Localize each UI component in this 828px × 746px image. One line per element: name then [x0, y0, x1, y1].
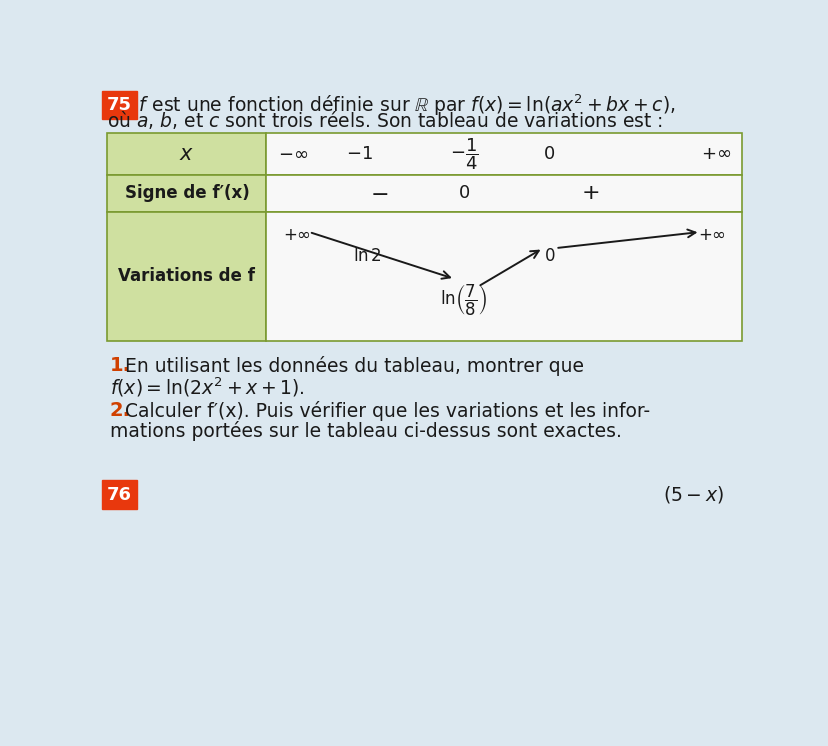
Text: où $a$, $b$, et $c$ sont trois réels. Son tableau de variations est :: où $a$, $b$, et $c$ sont trois réels. So… — [108, 110, 662, 131]
Bar — [104, 479, 745, 521]
Text: $f(x) = \ln(2x^2+x+1).$: $f(x) = \ln(2x^2+x+1).$ — [109, 376, 304, 399]
Bar — [104, 345, 745, 521]
Text: 2.: 2. — [109, 401, 131, 419]
Bar — [108, 133, 266, 175]
Text: $-1$: $-1$ — [345, 145, 373, 163]
Text: $-\infty$: $-\infty$ — [278, 145, 308, 163]
Bar — [266, 133, 741, 175]
Text: $-$: $-$ — [369, 184, 388, 204]
Text: $\ln\!\left(\dfrac{7}{8}\right)$: $\ln\!\left(\dfrac{7}{8}\right)$ — [440, 283, 487, 318]
Text: $x$: $x$ — [179, 144, 195, 164]
Text: $+\infty$: $+\infty$ — [697, 226, 725, 244]
Text: $0$: $0$ — [543, 247, 554, 265]
Text: $\ln 2$: $\ln 2$ — [352, 247, 381, 265]
Text: $0$: $0$ — [457, 184, 469, 202]
Bar — [108, 175, 266, 212]
Text: $0$: $0$ — [542, 145, 555, 163]
Bar — [108, 212, 266, 340]
Text: 75: 75 — [107, 96, 132, 114]
Text: $+\infty$: $+\infty$ — [283, 226, 311, 244]
Text: $+$: $+$ — [580, 184, 599, 204]
Text: 1.: 1. — [109, 356, 131, 375]
Text: 76: 76 — [107, 486, 132, 504]
Bar — [266, 175, 741, 212]
Text: Variations de f: Variations de f — [118, 267, 255, 285]
Text: $-\dfrac{1}{4}$: $-\dfrac{1}{4}$ — [450, 136, 478, 172]
Text: Signe de f′(x): Signe de f′(x) — [124, 184, 249, 202]
Bar — [266, 212, 741, 340]
Text: $(5-x)$: $(5-x)$ — [662, 484, 723, 505]
Text: En utilisant les données du tableau, montrer que: En utilisant les données du tableau, mon… — [125, 356, 584, 376]
Text: $+\infty$: $+\infty$ — [700, 145, 730, 163]
Text: mations portées sur le tableau ci-dessus sont exactes.: mations portées sur le tableau ci-dessus… — [109, 421, 621, 441]
Bar — [104, 90, 745, 140]
Text: $f$ est une fonction définie sur $\mathbb{R}$ par $f(x)=\ln(ax^2+bx+c)$,: $f$ est une fonction définie sur $\mathb… — [133, 93, 675, 118]
Text: Calculer f′(x). Puis vérifier que les variations et les infor-: Calculer f′(x). Puis vérifier que les va… — [125, 401, 650, 421]
